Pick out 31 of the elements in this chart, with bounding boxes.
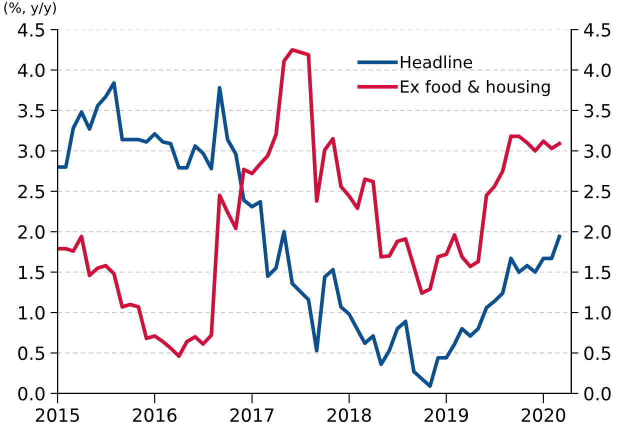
y-tick-label: 0.0 xyxy=(18,386,45,401)
y-tick-label: 0.5 xyxy=(18,346,44,360)
x-tick-label: 2016 xyxy=(133,408,177,422)
y-tick-label: 2.0 xyxy=(18,225,45,239)
y2-tick-label: 0.5 xyxy=(584,346,610,360)
y-tick-label: 3.0 xyxy=(18,144,45,158)
y-tick-label: 2.5 xyxy=(18,184,44,198)
legend-label: Headline xyxy=(400,56,472,68)
y2-tick-label: 3.0 xyxy=(584,144,611,158)
y2-tick-label: 2.5 xyxy=(584,184,610,198)
x-tick-label: 2017 xyxy=(230,408,274,422)
x-tick-label: 2020 xyxy=(522,408,566,422)
y-tick-label: 1.5 xyxy=(19,266,44,280)
x-tick-label: 2015 xyxy=(36,408,79,422)
y-tick-label: 1.0 xyxy=(19,306,45,320)
line-series xyxy=(58,48,562,358)
y2-tick-label: 3.5 xyxy=(584,104,610,118)
x-tick-label: 2018 xyxy=(328,408,371,422)
y2-tick-label: 4.0 xyxy=(584,63,611,78)
y-tick-label: 3.5 xyxy=(18,104,44,118)
y2-tick-label: 1.5 xyxy=(585,266,610,280)
y2-tick-label: 2.0 xyxy=(584,225,611,239)
line-series xyxy=(58,81,562,388)
y2-tick-label: 0.0 xyxy=(584,386,611,401)
x-tick-label: 2019 xyxy=(424,408,468,422)
y-tick-label: 4.5 xyxy=(18,23,44,37)
y2-tick-label: 4.5 xyxy=(584,23,610,37)
y2-tick-label: 1.0 xyxy=(585,306,611,320)
legend-label: Ex food & housing xyxy=(400,80,550,96)
y-tick-label: 4.0 xyxy=(18,63,45,78)
text: (%, y/y) xyxy=(4,2,56,16)
